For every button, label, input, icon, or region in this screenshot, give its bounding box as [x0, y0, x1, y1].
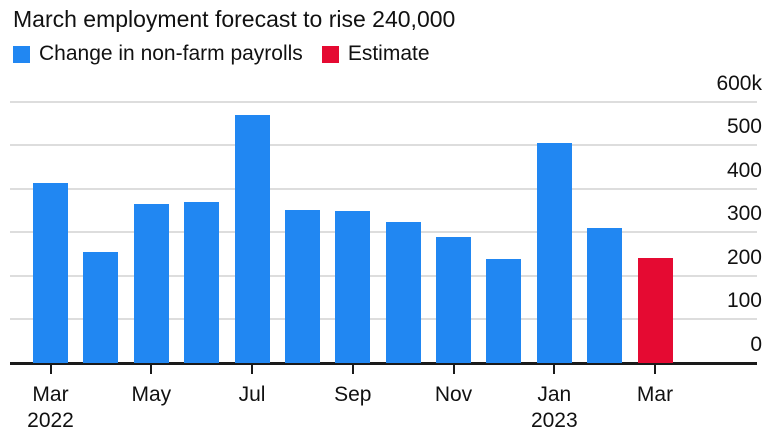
x-axis-month-label: May [131, 383, 172, 406]
y-axis-label: 400 [726, 158, 762, 182]
gridline [10, 100, 757, 103]
x-axis-tick [251, 365, 253, 374]
x-axis-label: Jul [204, 382, 300, 408]
gridline [10, 231, 757, 234]
bar-nov-2022 [436, 236, 471, 363]
y-axis-label: 500 [726, 115, 762, 139]
y-axis-label: 0 [750, 333, 762, 356]
bar-aug-2022 [284, 209, 320, 363]
x-axis-line [10, 362, 757, 365]
legend: Change in non-farm payrolls Estimate [13, 42, 430, 66]
x-axis-label: Sep [305, 382, 401, 408]
x-axis-tick [654, 365, 656, 374]
x-axis-label: Jan 2023 [506, 382, 602, 433]
gridline [10, 274, 757, 277]
bar-jun-2022 [184, 201, 220, 363]
x-axis-month-label: Jan [537, 383, 572, 406]
x-axis-tick [452, 365, 455, 374]
bar-mar-2022 [33, 182, 68, 363]
legend-item-payrolls: Change in non-farm payrolls [13, 42, 303, 66]
x-axis-month-label: Mar [32, 383, 69, 406]
estimate-swatch-icon [321, 45, 339, 63]
x-axis-month-label: Nov [434, 383, 473, 406]
x-axis-label: Nov [406, 382, 502, 408]
y-axis-label: 100 [726, 289, 762, 313]
x-axis-label: Mar 2022 [3, 382, 99, 433]
bar-jan-2023 [536, 143, 572, 363]
x-axis-tick [553, 365, 556, 374]
legend-label-estimate: Estimate [347, 42, 430, 65]
gridline [10, 144, 757, 147]
bar-dec-2022 [486, 258, 522, 363]
bar-feb-2023 [587, 227, 623, 363]
payrolls-swatch-icon [13, 45, 30, 63]
x-axis-year-label: 2022 [27, 409, 74, 432]
bar-apr-2022 [83, 252, 119, 363]
bar-may-2022 [133, 204, 169, 363]
y-axis-label: 300 [726, 202, 762, 226]
x-axis-tick [150, 365, 153, 374]
bar-oct-2022 [385, 221, 421, 363]
y-axis-label: 600k [716, 71, 762, 95]
x-axis-month-label: Jul [238, 383, 266, 406]
gridline [10, 187, 757, 190]
bar-mar-2023 [637, 258, 673, 363]
y-axis-label: 200 [726, 245, 762, 269]
x-axis-month-label: Mar [636, 383, 674, 406]
bar-jul-2022 [234, 115, 270, 363]
x-axis-label: May [103, 382, 199, 408]
x-axis-label: Mar [607, 382, 703, 408]
x-axis-tick [351, 365, 354, 374]
bar-sep-2022 [335, 210, 371, 363]
chart-title: March employment forecast to rise 240,00… [13, 6, 456, 32]
x-axis-month-label: Sep [334, 383, 372, 406]
x-axis-tick [49, 365, 52, 374]
legend-label-payrolls: Change in non-farm payrolls [39, 42, 303, 65]
legend-item-estimate: Estimate [321, 42, 430, 66]
x-axis-year-label: 2023 [530, 409, 578, 432]
gridline [10, 318, 757, 321]
